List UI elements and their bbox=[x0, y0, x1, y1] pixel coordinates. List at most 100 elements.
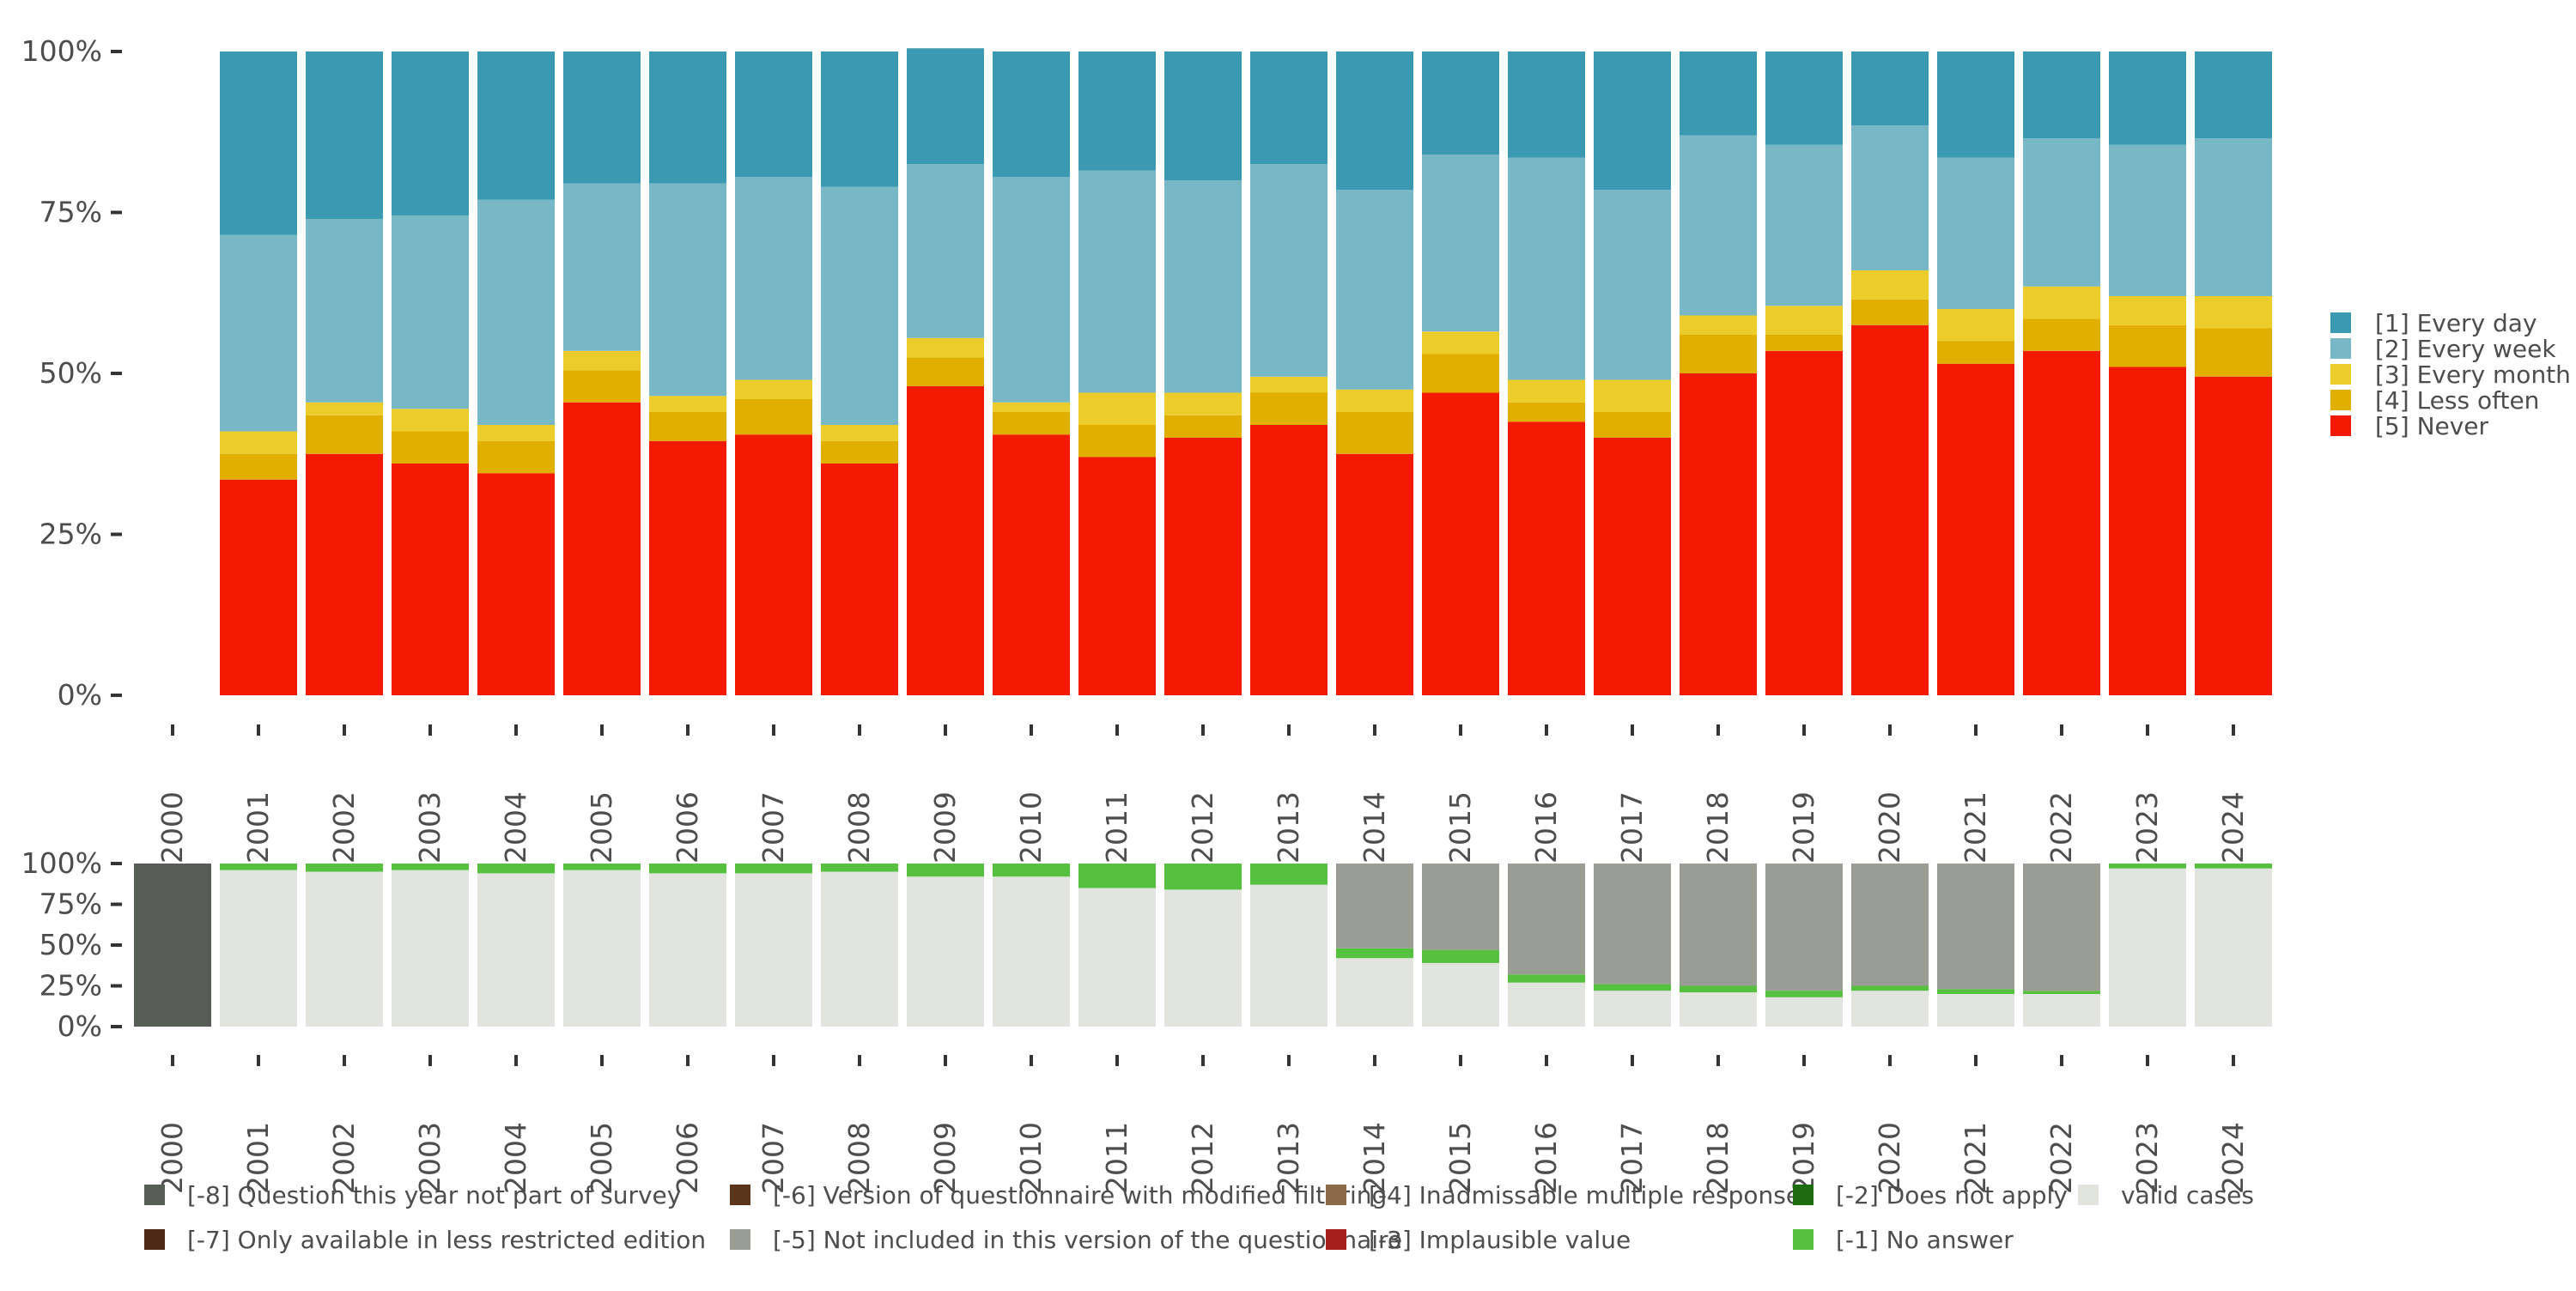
bottom-bar-2022-1-no-answer bbox=[2023, 991, 2100, 994]
bottom-bar-2019-1-no-answer bbox=[1765, 991, 1843, 997]
top-bar-2007-2-every-week bbox=[735, 177, 812, 380]
top-x-tick-label: 2017 bbox=[1615, 791, 1649, 864]
top-bar-2021-5-never bbox=[1937, 363, 2014, 695]
top-bar-2021-2-every-week bbox=[1937, 157, 2014, 309]
top-bar-2016-5-never bbox=[1508, 421, 1585, 695]
top-bar-2006-3-every-month bbox=[649, 396, 726, 412]
top-bar-2016-1-every-day bbox=[1508, 52, 1585, 158]
bottom-x-tick-label: 2012 bbox=[1186, 1122, 1219, 1194]
bottom-bar-2021-valid-cases bbox=[1937, 994, 2014, 1027]
top-bar-2020-2-every-week bbox=[1851, 125, 1929, 270]
top-bar-2014-1-every-day bbox=[1336, 52, 1413, 191]
top-bar-2003-1-every-day bbox=[392, 52, 469, 216]
top-bar-2005-1-every-day bbox=[563, 52, 641, 184]
bottom-bar-2011-1-no-answer bbox=[1078, 864, 1156, 888]
bottom-bar-2010-1-no-answer bbox=[993, 864, 1070, 877]
top-legend-label: [4] Less often bbox=[2375, 386, 2539, 415]
top-bar-2014-5-never bbox=[1336, 453, 1413, 695]
bottom-x-tick-label: 2014 bbox=[1358, 1122, 1391, 1194]
top-bar-2007-3-every-month bbox=[735, 379, 812, 399]
top-bar-2022-3-every-month bbox=[2023, 286, 2100, 319]
top-bar-2005-5-never bbox=[563, 402, 641, 695]
top-bar-2020-1-every-day bbox=[1851, 52, 1929, 126]
top-bar-2010-1-every-day bbox=[993, 52, 1070, 178]
bottom-bar-2006-1-no-answer bbox=[649, 864, 726, 874]
top-bar-2006-4-less-often bbox=[649, 412, 726, 441]
top-x-tick-label: 2000 bbox=[155, 791, 189, 864]
top-bar-2020-4-less-often bbox=[1851, 299, 1929, 325]
top-bar-2017-3-every-month bbox=[1594, 379, 1671, 412]
bottom-legend-swatch-8-question-this-year-not-part-of-survey bbox=[144, 1185, 165, 1205]
top-bar-2014-4-less-often bbox=[1336, 412, 1413, 454]
bottom-bar-2021-1-no-answer bbox=[1937, 989, 2014, 994]
top-bar-2006-2-every-week bbox=[649, 183, 726, 397]
top-x-tick-label: 2012 bbox=[1186, 791, 1219, 864]
bottom-bar-2015-valid-cases bbox=[1422, 962, 1499, 1027]
top-stacked-bar-chart: 0% 25% 50% 75% 100% 2000 2001 2002 2003 2004 2005 2… bbox=[21, 34, 2272, 864]
bottom-x-tick-label: 2008 bbox=[842, 1122, 876, 1194]
top-bar-2010-4-less-often bbox=[993, 412, 1070, 435]
bottom-bar-2010-valid-cases bbox=[993, 876, 1070, 1027]
bottom-x-tick-label: 2015 bbox=[1443, 1122, 1477, 1194]
bottom-legend-swatch-6-version-of-questionnaire-with-modified-filtering bbox=[730, 1185, 750, 1205]
top-x-tick-label: 2009 bbox=[928, 791, 962, 864]
top-bar-2023-2-every-week bbox=[2109, 144, 2186, 296]
top-bar-2012-1-every-day bbox=[1164, 52, 1242, 180]
bottom-x-tick-label: 2024 bbox=[2216, 1122, 2250, 1194]
top-x-tick-label: 2024 bbox=[2216, 791, 2250, 864]
top-bar-2011-5-never bbox=[1078, 457, 1156, 695]
bottom-x-tick-label: 2022 bbox=[2044, 1122, 2078, 1194]
top-bar-2019-3-every-month bbox=[1765, 306, 1843, 335]
top-bar-2020-3-every-month bbox=[1851, 270, 1929, 300]
top-legend-swatch-1-every-day bbox=[2330, 312, 2351, 333]
bottom-legend-label: [-3] Implausible value bbox=[1369, 1226, 1631, 1254]
top-bar-2005-3-every-month bbox=[563, 350, 641, 371]
bottom-legend: [-8] Question this year not part of surv… bbox=[144, 1181, 2254, 1254]
bottom-bar-2024-valid-cases bbox=[2195, 868, 2272, 1027]
top-bar-2011-3-every-month bbox=[1078, 392, 1156, 425]
top-x-tick-label: 2010 bbox=[1014, 791, 1048, 864]
top-bar-2008-4-less-often bbox=[821, 440, 898, 464]
bottom-legend-swatch-valid-cases bbox=[2078, 1185, 2099, 1205]
top-bar-2023-4-less-often bbox=[2109, 324, 2186, 367]
bottom-x-tick-label: 2016 bbox=[1529, 1122, 1563, 1194]
top-bar-2021-3-every-month bbox=[1937, 309, 2014, 342]
top-x-tick-label: 2014 bbox=[1358, 791, 1391, 864]
top-x-tick-label: 2023 bbox=[2130, 791, 2164, 864]
bottom-legend-label: [-5] Not included in this version of the… bbox=[773, 1226, 1402, 1254]
bottom-bar-2001-1-no-answer bbox=[220, 864, 297, 870]
top-x-tick-label: 2022 bbox=[2044, 791, 2078, 864]
top-legend-swatch-3-every-month bbox=[2330, 364, 2351, 385]
top-bar-2017-1-every-day bbox=[1594, 52, 1671, 191]
bottom-x-tick-label: 2019 bbox=[1787, 1122, 1820, 1194]
top-bar-2022-2-every-week bbox=[2023, 138, 2100, 287]
top-bar-2013-5-never bbox=[1250, 425, 1327, 695]
bottom-bar-2022-valid-cases bbox=[2023, 994, 2100, 1027]
bottom-bar-2018-1-no-answer bbox=[1680, 985, 1757, 993]
top-x-tick-label: 2002 bbox=[327, 791, 361, 864]
bottom-bar-2007-valid-cases bbox=[735, 873, 812, 1027]
top-bar-2013-2-every-week bbox=[1250, 164, 1327, 377]
top-bar-2008-3-every-month bbox=[821, 425, 898, 441]
top-bar-2018-2-every-week bbox=[1680, 135, 1757, 316]
bottom-legend-swatch-4-inadmissable-multiple-response bbox=[1326, 1185, 1346, 1205]
bottom-bar-2024-1-no-answer bbox=[2195, 864, 2272, 869]
bottom-bar-2017-5-not-included-in-this-version-of-the-questionnaire bbox=[1594, 864, 1671, 985]
bottom-x-tick-label: 2007 bbox=[756, 1122, 790, 1194]
bottom-legend-swatch-7-only-available-in-less-restricted-edition bbox=[144, 1229, 165, 1250]
bottom-bar-2004-1-no-answer bbox=[477, 864, 555, 874]
top-bar-2015-5-never bbox=[1422, 392, 1499, 695]
top-bar-2003-3-every-month bbox=[392, 409, 469, 432]
bottom-bar-2004-valid-cases bbox=[477, 873, 555, 1027]
top-x-tick-label: 2016 bbox=[1529, 791, 1563, 864]
top-bar-2022-4-less-often bbox=[2023, 318, 2100, 351]
bottom-bar-2013-valid-cases bbox=[1250, 884, 1327, 1027]
top-bar-2016-3-every-month bbox=[1508, 379, 1585, 403]
bottom-legend-swatch-1-no-answer bbox=[1793, 1229, 1814, 1250]
top-bar-2011-2-every-week bbox=[1078, 170, 1156, 393]
top-bar-2002-4-less-often bbox=[306, 415, 383, 454]
bottom-bar-2001-valid-cases bbox=[220, 870, 297, 1027]
top-legend: [1] Every day[2] Every week[3] Every mon… bbox=[2330, 309, 2571, 440]
top-bar-2007-4-less-often bbox=[735, 399, 812, 435]
bottom-y-tick-label: 0% bbox=[58, 1009, 102, 1043]
